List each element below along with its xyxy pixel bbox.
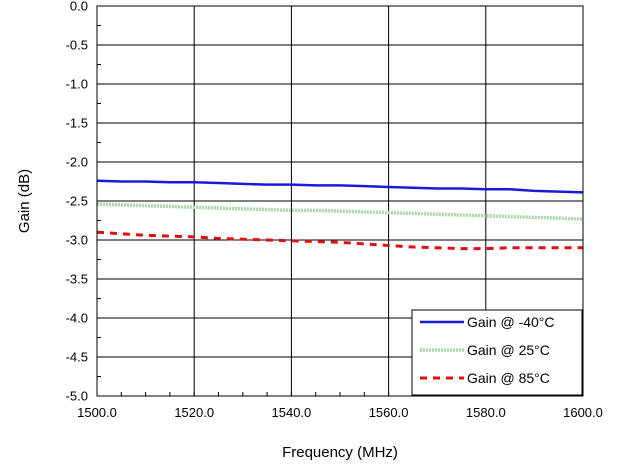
- x-tick-label: 1520.0: [174, 405, 214, 420]
- series-line: [96, 202, 584, 221]
- y-tick-label: 0.0: [70, 0, 88, 14]
- legend-label: Gain @ -40°C: [467, 314, 555, 330]
- plot-area-frame: [96, 5, 584, 397]
- y-tick-label: -2.5: [66, 194, 88, 209]
- x-tick-label: 1600.0: [563, 405, 603, 420]
- legend-label: Gain @ 25°C: [467, 342, 550, 358]
- legend: Gain @ -40°C Gain @ 25°C Gain @ 85°C: [411, 309, 583, 396]
- y-tick-label: -5.0: [66, 389, 88, 404]
- x-tick-label: 1540.0: [272, 405, 312, 420]
- y-tick-label: -1.0: [66, 77, 88, 92]
- y-axis-label: Gain (dB): [16, 169, 33, 233]
- legend-label: Gain @ 85°C: [467, 370, 550, 386]
- series-layer: [96, 179, 584, 251]
- y-tick-label: -4.5: [66, 350, 88, 365]
- series-line: [96, 230, 583, 251]
- x-axis-tick-labels: 1500.0 1520.0 1540.0 1560.0 1580.0 1600.0: [77, 405, 603, 420]
- y-tick-label: -3.5: [66, 272, 88, 287]
- legend-box: [411, 309, 583, 396]
- x-tick-label: 1500.0: [77, 405, 117, 420]
- y-tick-label: -4.0: [66, 311, 88, 326]
- y-tick-label: -0.5: [66, 38, 88, 53]
- x-tick-label: 1560.0: [369, 405, 409, 420]
- y-tick-label: -3.0: [66, 233, 88, 248]
- series-line: [96, 179, 584, 194]
- x-tick-label: 1580.0: [466, 405, 506, 420]
- x-axis-label: Frequency (MHz): [282, 444, 398, 461]
- y-axis-tick-labels: 0.0 -0.5 -1.0 -1.5 -2.0 -2.5 -3.0 -3.5 -4.0 -4.5 -…: [66, 0, 88, 404]
- y-tick-label: -2.0: [66, 155, 88, 170]
- y-tick-label: -1.5: [66, 116, 88, 131]
